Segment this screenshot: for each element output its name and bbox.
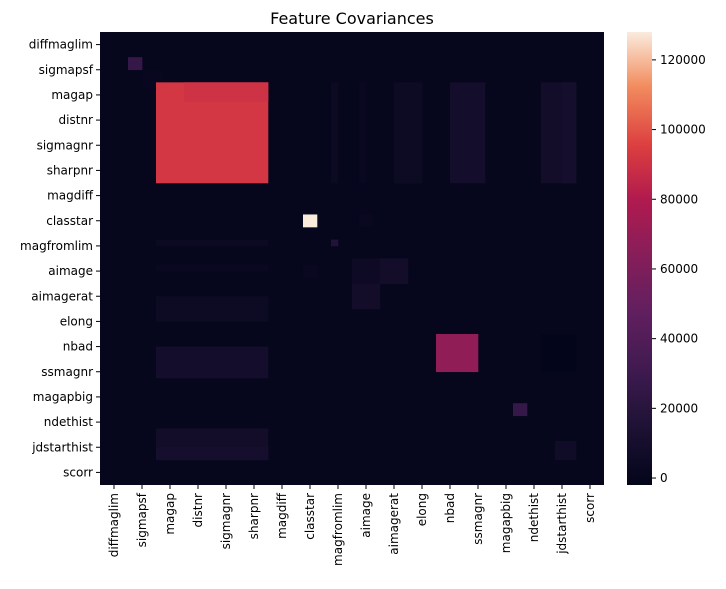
heatmap-cells xyxy=(100,32,604,485)
x-tick-label: sigmapsf xyxy=(135,492,149,547)
heatmap-cell-block xyxy=(156,447,269,461)
colorbar-tick-label: 40000 xyxy=(660,332,698,346)
y-tick-label: sigmagnr xyxy=(37,138,93,152)
x-tick-label: ndethist xyxy=(527,493,541,543)
x-tick-label: magapbig xyxy=(499,493,513,553)
y-tick-label: aimagerat xyxy=(31,289,93,303)
x-tick-label: nbad xyxy=(443,493,457,523)
y-tick-label: aimage xyxy=(48,264,93,278)
y-tick-label: distnr xyxy=(59,113,94,127)
heatmap-cell-block xyxy=(394,82,423,184)
x-tick-label: aimagerat xyxy=(387,493,401,555)
heatmap-cell-block xyxy=(359,82,367,184)
heatmap-cell-block xyxy=(436,334,479,373)
colorbar-tick-label: 0 xyxy=(660,471,668,485)
heatmap-cell-block xyxy=(380,258,409,284)
chart-title: Feature Covariances xyxy=(270,9,434,28)
y-tick-label: sharpnr xyxy=(47,163,93,177)
heatmap-cell-block xyxy=(541,334,577,373)
y-tick-label: classtar xyxy=(46,214,93,228)
heatmap-cell-block xyxy=(303,264,318,278)
heatmap-cell-block xyxy=(450,82,486,184)
heatmap-cell-block xyxy=(555,440,577,461)
x-tick-label: magap xyxy=(163,493,177,535)
heatmap-cell-block xyxy=(303,214,318,228)
x-tick-label: scorr xyxy=(583,493,597,523)
y-tick-label: scorr xyxy=(63,465,93,479)
heatmap-cell-block xyxy=(352,283,381,310)
y-tick-label: ssmagnr xyxy=(41,365,93,379)
y-tick-label: magdiff xyxy=(47,189,94,203)
heatmap-cell-block xyxy=(128,57,143,71)
heatmap-cell-block xyxy=(156,239,269,247)
colorbar-tick-label: 100000 xyxy=(660,123,706,137)
colorbar xyxy=(627,32,652,485)
y-tick-label: magap xyxy=(51,88,93,102)
x-tick-labels: diffmaglim sigmapsf magap distnr sigmagnr sha… xyxy=(107,485,597,566)
y-tick-label: nbad xyxy=(63,340,93,354)
x-tick-label: sigmagnr xyxy=(219,493,233,549)
x-tick-label: aimage xyxy=(359,493,373,538)
x-tick-label: sharpnr xyxy=(247,493,261,539)
colorbar-tick-label: 60000 xyxy=(660,262,698,276)
heatmap-cell-block xyxy=(352,258,381,284)
x-tick-label: magfromlim xyxy=(331,493,345,566)
x-tick-label: magdiff xyxy=(275,492,289,539)
y-tick-label: elong xyxy=(60,314,93,328)
x-tick-label: distnr xyxy=(191,493,205,528)
y-tick-label: magapbig xyxy=(33,390,93,404)
colorbar-tick-label: 120000 xyxy=(660,53,706,67)
y-tick-label: magfromlim xyxy=(20,239,93,253)
y-tick-label: jdstarthist xyxy=(31,440,93,454)
y-tick-label: diffmaglim xyxy=(29,38,93,52)
x-tick-label: ssmagnr xyxy=(471,493,485,545)
y-tick-label: sigmapsf xyxy=(39,63,94,77)
heatmap-cell-block xyxy=(331,82,339,184)
x-tick-label: jdstarthist xyxy=(555,493,569,555)
heatmap-cell-block xyxy=(359,214,374,228)
heatmap-cell-block xyxy=(331,239,339,247)
heatmap-cell-block xyxy=(184,82,269,102)
heatmap-cell-block xyxy=(156,264,269,272)
y-tick-labels: diffmaglim sigmapsf magap distnr sigmagnr sha… xyxy=(20,38,100,479)
heatmap-cell-block xyxy=(156,296,269,322)
heatmap-cell-block xyxy=(513,403,528,417)
colorbar-tick-label: 20000 xyxy=(660,401,698,415)
y-tick-label: ndethist xyxy=(44,415,94,429)
x-tick-label: classtar xyxy=(303,493,317,540)
x-tick-label: elong xyxy=(415,493,429,526)
heatmap-cell-block xyxy=(156,346,269,379)
colorbar-ticks: 0 20000 40000 60000 80000 100000 120000 xyxy=(652,53,706,485)
colorbar-tick-label: 80000 xyxy=(660,192,698,206)
heatmap-cell-block xyxy=(562,82,577,184)
x-tick-label: diffmaglim xyxy=(107,493,121,557)
